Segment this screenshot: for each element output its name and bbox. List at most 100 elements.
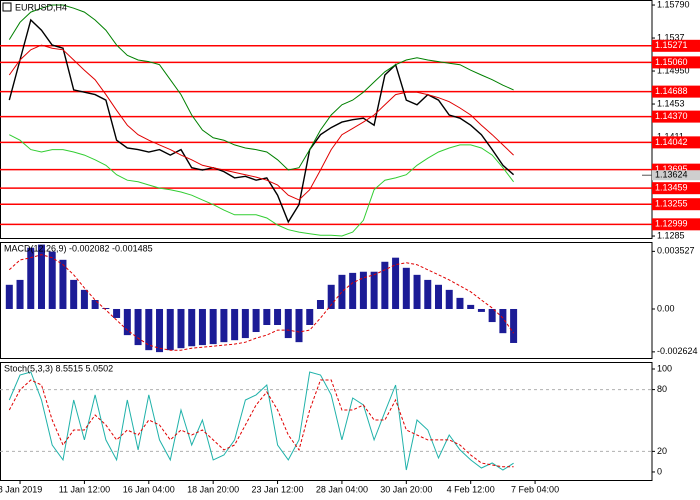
level-label: 1.13459 xyxy=(655,183,688,193)
series-line xyxy=(8,379,514,468)
histogram-bar xyxy=(274,308,282,325)
level-label: 1.14042 xyxy=(655,137,688,147)
histogram-bar xyxy=(435,284,442,309)
plot-area xyxy=(0,371,652,471)
histogram-bar xyxy=(499,308,507,334)
histogram-bar xyxy=(381,261,389,309)
y-tick-label: 1.15790 xyxy=(657,0,690,9)
series-line xyxy=(8,254,515,351)
level-label: 1.15060 xyxy=(655,57,688,67)
histogram-bar xyxy=(445,289,453,309)
level-label: 1.15271 xyxy=(655,40,688,50)
histogram-bar xyxy=(177,308,185,349)
last-price-box xyxy=(652,170,700,181)
level-label-box xyxy=(652,198,700,211)
histogram-bar xyxy=(166,308,174,351)
histogram-bar xyxy=(123,308,131,336)
x-tick-label: 8 Jan 2019 xyxy=(0,484,42,494)
y-tick-label: 20 xyxy=(657,446,667,456)
histogram-bar xyxy=(27,247,35,309)
level-label: 1.13695 xyxy=(655,164,688,174)
x-tick-label: 30 Jan 20:00 xyxy=(380,484,432,494)
histogram-bar xyxy=(284,308,292,339)
y-tick-label: 100 xyxy=(657,363,672,373)
histogram-bar xyxy=(392,257,400,309)
y-tick-label: 1.1537 xyxy=(657,32,685,42)
series-line xyxy=(9,134,514,237)
panel-frame xyxy=(0,362,653,481)
histogram-bar xyxy=(145,308,153,351)
x-tick-label: 18 Jan 20:00 xyxy=(187,484,239,494)
last-price-label: 1.13624 xyxy=(655,170,688,180)
histogram-bar xyxy=(316,300,324,309)
series-line xyxy=(8,44,514,201)
histogram-bar xyxy=(488,308,496,323)
level-label-box xyxy=(652,56,700,69)
histogram-bar xyxy=(295,308,303,343)
level-label-box xyxy=(652,218,700,231)
histogram-bar xyxy=(413,274,421,309)
histogram-bar xyxy=(80,289,88,309)
histogram-bar xyxy=(209,308,217,345)
histogram-bar xyxy=(359,271,367,309)
histogram-bar xyxy=(510,308,518,343)
x-tick-label: 7 Feb 04:00 xyxy=(511,484,559,494)
y-tick-label: 0.003527 xyxy=(657,246,695,256)
chart-title: EURUSD,H4 xyxy=(15,2,67,12)
x-tick-label: 23 Jan 12:00 xyxy=(252,484,304,494)
histogram-bar xyxy=(263,308,271,325)
panel-title: Stoch(5,3,3) 8.5515 5.0502 xyxy=(4,363,113,373)
histogram-bar xyxy=(241,308,249,339)
histogram-bar xyxy=(198,308,206,346)
histogram-bar xyxy=(91,300,99,309)
histogram-bar xyxy=(102,308,110,309)
symbol-icon xyxy=(2,2,12,12)
histogram-bar xyxy=(467,304,475,309)
histogram-bar xyxy=(134,308,142,346)
histogram-bar xyxy=(70,279,78,309)
histogram-bar xyxy=(424,279,432,309)
y-tick-label: 1.14950 xyxy=(657,65,690,75)
level-label-box xyxy=(652,39,700,52)
panel-title: MACD(12,26,9) -0.002082 -0.001485 xyxy=(4,243,153,253)
y-tick-label: 1.1453 xyxy=(657,98,685,108)
histogram-bar xyxy=(456,297,464,309)
histogram-bar xyxy=(231,308,239,341)
histogram-bar xyxy=(338,274,346,309)
x-tick-label: 16 Jan 04:00 xyxy=(123,484,175,494)
histogram-bar xyxy=(252,308,260,333)
histogram-bar xyxy=(349,272,357,309)
histogram-bar xyxy=(477,308,485,312)
histogram-bar xyxy=(220,308,228,343)
y-tick-label: -0.002624 xyxy=(657,346,698,356)
x-tick-label: 11 Jan 12:00 xyxy=(59,484,110,494)
level-label-box xyxy=(652,110,700,123)
histogram-bar xyxy=(402,267,410,309)
plot-area xyxy=(5,244,518,353)
level-label: 1.12999 xyxy=(655,219,688,229)
level-label-box xyxy=(652,182,700,195)
x-tick-label: 28 Jan 04:00 xyxy=(316,484,368,494)
level-label: 1.14688 xyxy=(655,86,688,96)
series-line xyxy=(8,371,514,471)
histogram-bar xyxy=(48,251,56,309)
histogram-bar xyxy=(156,308,164,353)
level-label-box xyxy=(652,136,700,149)
plot-area xyxy=(0,4,652,237)
histogram-bar xyxy=(188,308,196,347)
y-tick-label: 1.1285 xyxy=(657,230,685,240)
histogram-bar xyxy=(37,244,45,309)
histogram-bar xyxy=(370,271,378,309)
x-tick-label: 4 Feb 12:00 xyxy=(447,484,495,494)
level-label: 1.14370 xyxy=(655,111,688,121)
histogram-bar xyxy=(327,284,335,309)
level-label-box xyxy=(652,85,700,98)
histogram-bar xyxy=(306,308,314,325)
level-label: 1.13255 xyxy=(655,199,688,209)
series-line xyxy=(8,4,514,171)
y-tick-label: 80 xyxy=(657,384,667,394)
histogram-bar xyxy=(113,308,121,318)
histogram-bar xyxy=(16,279,24,309)
